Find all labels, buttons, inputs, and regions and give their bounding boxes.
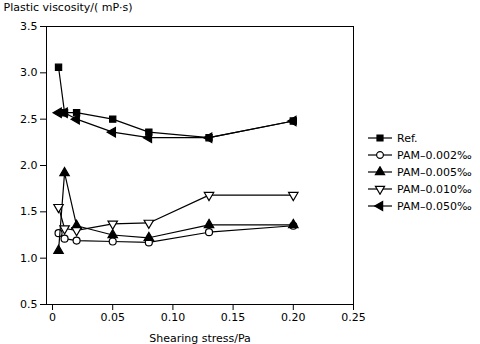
svg-text:3.5: 3.5 bbox=[20, 20, 38, 33]
svg-text:2.5: 2.5 bbox=[20, 113, 38, 126]
svg-text:1.0: 1.0 bbox=[20, 252, 38, 265]
svg-text:0.05: 0.05 bbox=[100, 311, 125, 324]
svg-text:0.20: 0.20 bbox=[281, 311, 306, 324]
svg-text:Shearing stress/Pa: Shearing stress/Pa bbox=[149, 332, 251, 344]
svg-text:2.0: 2.0 bbox=[20, 159, 38, 172]
svg-text:3.0: 3.0 bbox=[20, 66, 38, 79]
svg-text:1.5: 1.5 bbox=[20, 205, 38, 218]
svg-text:0.25: 0.25 bbox=[341, 311, 365, 324]
svg-text:0.5: 0.5 bbox=[20, 298, 38, 311]
html-text:PAM–0.005‰: PAM–0.005‰ bbox=[397, 165, 472, 179]
svg-text:Plastic viscosity/( mP·s): Plastic viscosity/( mP·s) bbox=[4, 1, 133, 14]
svg-text:0.10: 0.10 bbox=[161, 311, 186, 324]
html-text:Ref.: Ref. bbox=[397, 131, 418, 145]
html-text:PAM–0.010‰: PAM–0.010‰ bbox=[397, 182, 472, 196]
html-text:PAM–0.002‰: PAM–0.002‰ bbox=[397, 148, 472, 162]
html-text:PAM–0.050‰: PAM–0.050‰ bbox=[397, 199, 472, 213]
svg-text:0.15: 0.15 bbox=[221, 311, 246, 324]
svg-text:0: 0 bbox=[49, 311, 56, 324]
